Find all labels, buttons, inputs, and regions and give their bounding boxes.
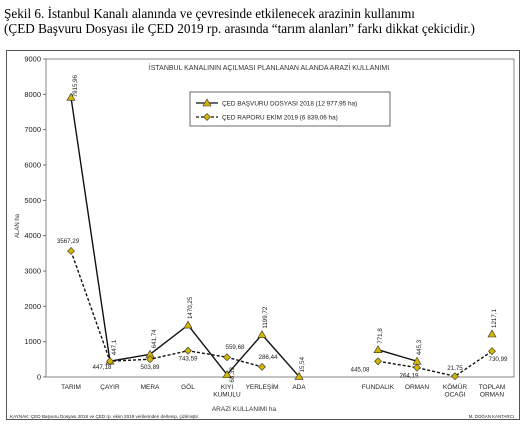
data-label: 559,68: [226, 344, 245, 351]
legend-triangle-marker: [202, 98, 212, 107]
triangle-marker: [257, 330, 267, 338]
data-label: 445,3: [416, 339, 423, 355]
data-label: 21,75: [447, 365, 463, 372]
triangle-marker: [222, 369, 232, 378]
diamond-marker: [258, 362, 266, 371]
plot-area-border: [45, 58, 515, 378]
data-label: 68,33: [229, 367, 236, 383]
author-note: M. DOĞAN KANTARCI: [469, 414, 514, 419]
data-label: 286,44: [259, 354, 278, 361]
diamond-marker: [374, 357, 382, 366]
y-tick-label: 8000: [24, 90, 41, 99]
x-category-label: OCAĞI: [445, 390, 466, 399]
x-category-label: TOPLAM: [479, 384, 506, 391]
series-line: [70, 97, 300, 377]
data-label: 743,59: [179, 356, 198, 363]
y-tick-label: 9000: [24, 55, 41, 64]
triangle-marker: [373, 345, 383, 354]
data-label: 445,08: [351, 366, 370, 373]
triangle-marker: [66, 92, 76, 101]
data-label: 3567,29: [57, 238, 80, 245]
legend-diamond-marker: [203, 113, 211, 121]
chart-series: 7915,96 447,1 641,74 1470,25 68,33 1199,72 15,…: [57, 74, 508, 382]
data-label: 15,54: [299, 356, 306, 372]
series-ced-raporu-2019: 3567,29 447,18 503,89 743,59 559,68 286,44 445…: [57, 238, 508, 381]
diamond-marker: [223, 353, 231, 362]
data-label: 730,99: [489, 356, 508, 363]
x-category-label: GÖL: [181, 383, 195, 391]
y-axis-label: ALAN ha: [15, 213, 21, 238]
y-tick-label: 1000: [24, 337, 41, 346]
diamond-marker: [184, 346, 192, 355]
legend-box: [189, 91, 391, 127]
y-tick-label: 7000: [24, 125, 41, 134]
x-category-label: TARIM: [61, 384, 81, 391]
y-tick-label: 6000: [24, 161, 41, 170]
x-category-label: KIYI: [221, 384, 233, 391]
figure-caption: Şekil 6. İstanbul Kanalı alanında ve çev…: [4, 6, 524, 36]
y-tick-label: 4000: [24, 231, 41, 240]
x-category-label: YERLEŞİM: [246, 382, 279, 391]
caption-line-2: (ÇED Başvuru Dosyası ile ÇED 2019 rp. ar…: [4, 21, 475, 36]
x-category-label: MERA: [141, 384, 160, 391]
x-category-label: ORMAN: [480, 392, 505, 399]
diamond-marker: [413, 363, 421, 372]
triangle-marker: [487, 329, 497, 338]
data-label: 771,8: [377, 328, 384, 344]
triangle-marker: [183, 320, 193, 329]
chart-axes: [45, 58, 515, 378]
source-note: KAYNAK: ÇED Başvuru Dosyası 2018 ve ÇED …: [10, 414, 199, 419]
data-label: 1217,1: [491, 309, 498, 328]
data-label: 447,18: [93, 364, 112, 371]
data-label: 264,19: [400, 373, 419, 380]
diamond-marker: [146, 355, 154, 364]
diamond-marker: [451, 372, 459, 381]
caption-line-1: Şekil 6. İstanbul Kanalı alanında ve çev…: [4, 6, 415, 21]
data-label: 1199,72: [262, 306, 269, 328]
legend-entry-label: ÇED RAPORU EKİM 2019 (6 839,06 ha): [222, 112, 338, 121]
y-tick-label: 2000: [24, 302, 41, 311]
chart-legend: ÇED BAŞVURU DOSYASI 2018 (12 977,95 ha) Ç…: [189, 91, 391, 127]
land-use-line-chart: 0 1000 2000 3000 4000 5000 6000 7000 8000 9000 TA…: [10, 55, 515, 419]
y-axis-ticks: 0 1000 2000 3000 4000 5000 6000 7000 8000 9000: [24, 55, 46, 382]
diamond-marker: [106, 357, 114, 366]
x-category-label: KUMULU: [213, 392, 241, 399]
y-tick-label: 5000: [24, 196, 41, 205]
data-label: 1470,25: [187, 296, 194, 319]
legend-entry-label: ÇED BAŞVURU DOSYASI 2018 (12 977,95 ha): [222, 100, 357, 107]
triangle-marker: [294, 371, 304, 380]
x-category-label: FUNDALIK: [362, 384, 395, 391]
series-line: [377, 349, 418, 362]
x-category-label: ORMAN: [405, 384, 430, 391]
data-label: 447,1: [111, 339, 118, 355]
diamond-marker: [488, 347, 496, 356]
x-category-label: ADA: [292, 384, 306, 391]
data-label: 7915,96: [72, 74, 79, 97]
x-category-label: ÇAYIR: [100, 384, 120, 391]
x-category-label: KÖMÜR: [443, 383, 468, 391]
diamond-marker: [67, 247, 75, 255]
chart-title: İSTANBUL KANALININ AÇILMASI PLANLANAN AL…: [149, 63, 389, 72]
data-label: 503,89: [141, 364, 160, 371]
x-axis-label: ARAZİ KULLANIMI ha: [212, 404, 277, 413]
series-line: [377, 350, 493, 377]
y-tick-label: 0: [37, 373, 41, 382]
y-tick-label: 3000: [24, 267, 41, 276]
data-label: 641,74: [151, 329, 158, 348]
series-line: [70, 250, 263, 368]
